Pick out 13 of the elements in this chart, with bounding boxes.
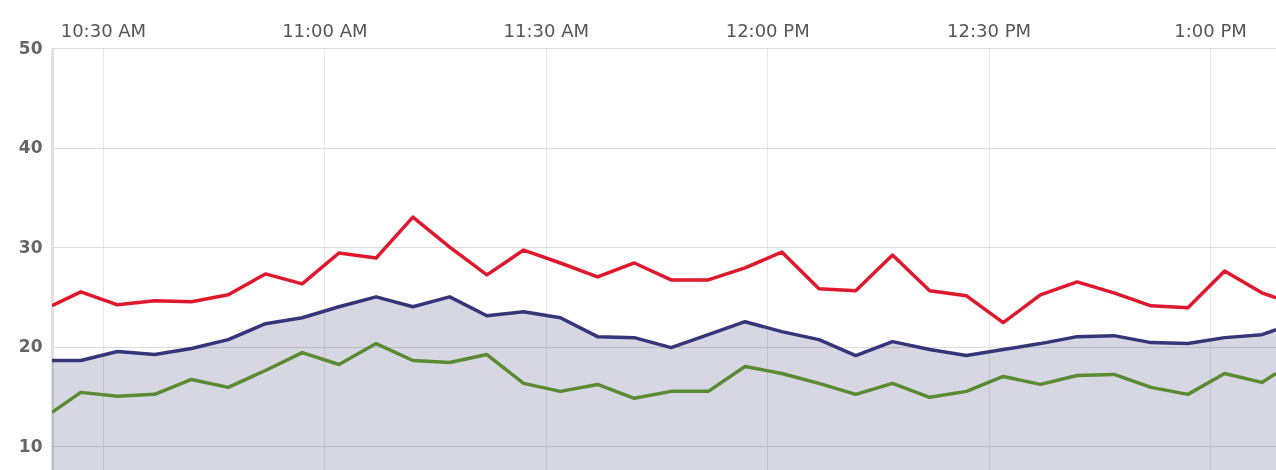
x-tick-label: 11:30 AM xyxy=(503,19,589,41)
x-tick-label: 12:30 PM xyxy=(947,19,1032,41)
x-tick-label: 11:00 AM xyxy=(282,19,368,41)
x-tick-label: 12:00 PM xyxy=(725,19,810,41)
y-tick-label: 20 xyxy=(18,336,43,357)
line-series xyxy=(52,215,1276,325)
y-tick-label: 30 xyxy=(18,236,43,257)
y-tick-label: 40 xyxy=(18,137,43,158)
y-tick-label: 50 xyxy=(18,37,43,58)
line-series xyxy=(52,341,1276,415)
x-tick-label: 10:30 AM xyxy=(60,19,147,41)
y-tick-label: 10 xyxy=(18,435,43,456)
x-tick-label: 1:00 PM xyxy=(1174,19,1247,41)
